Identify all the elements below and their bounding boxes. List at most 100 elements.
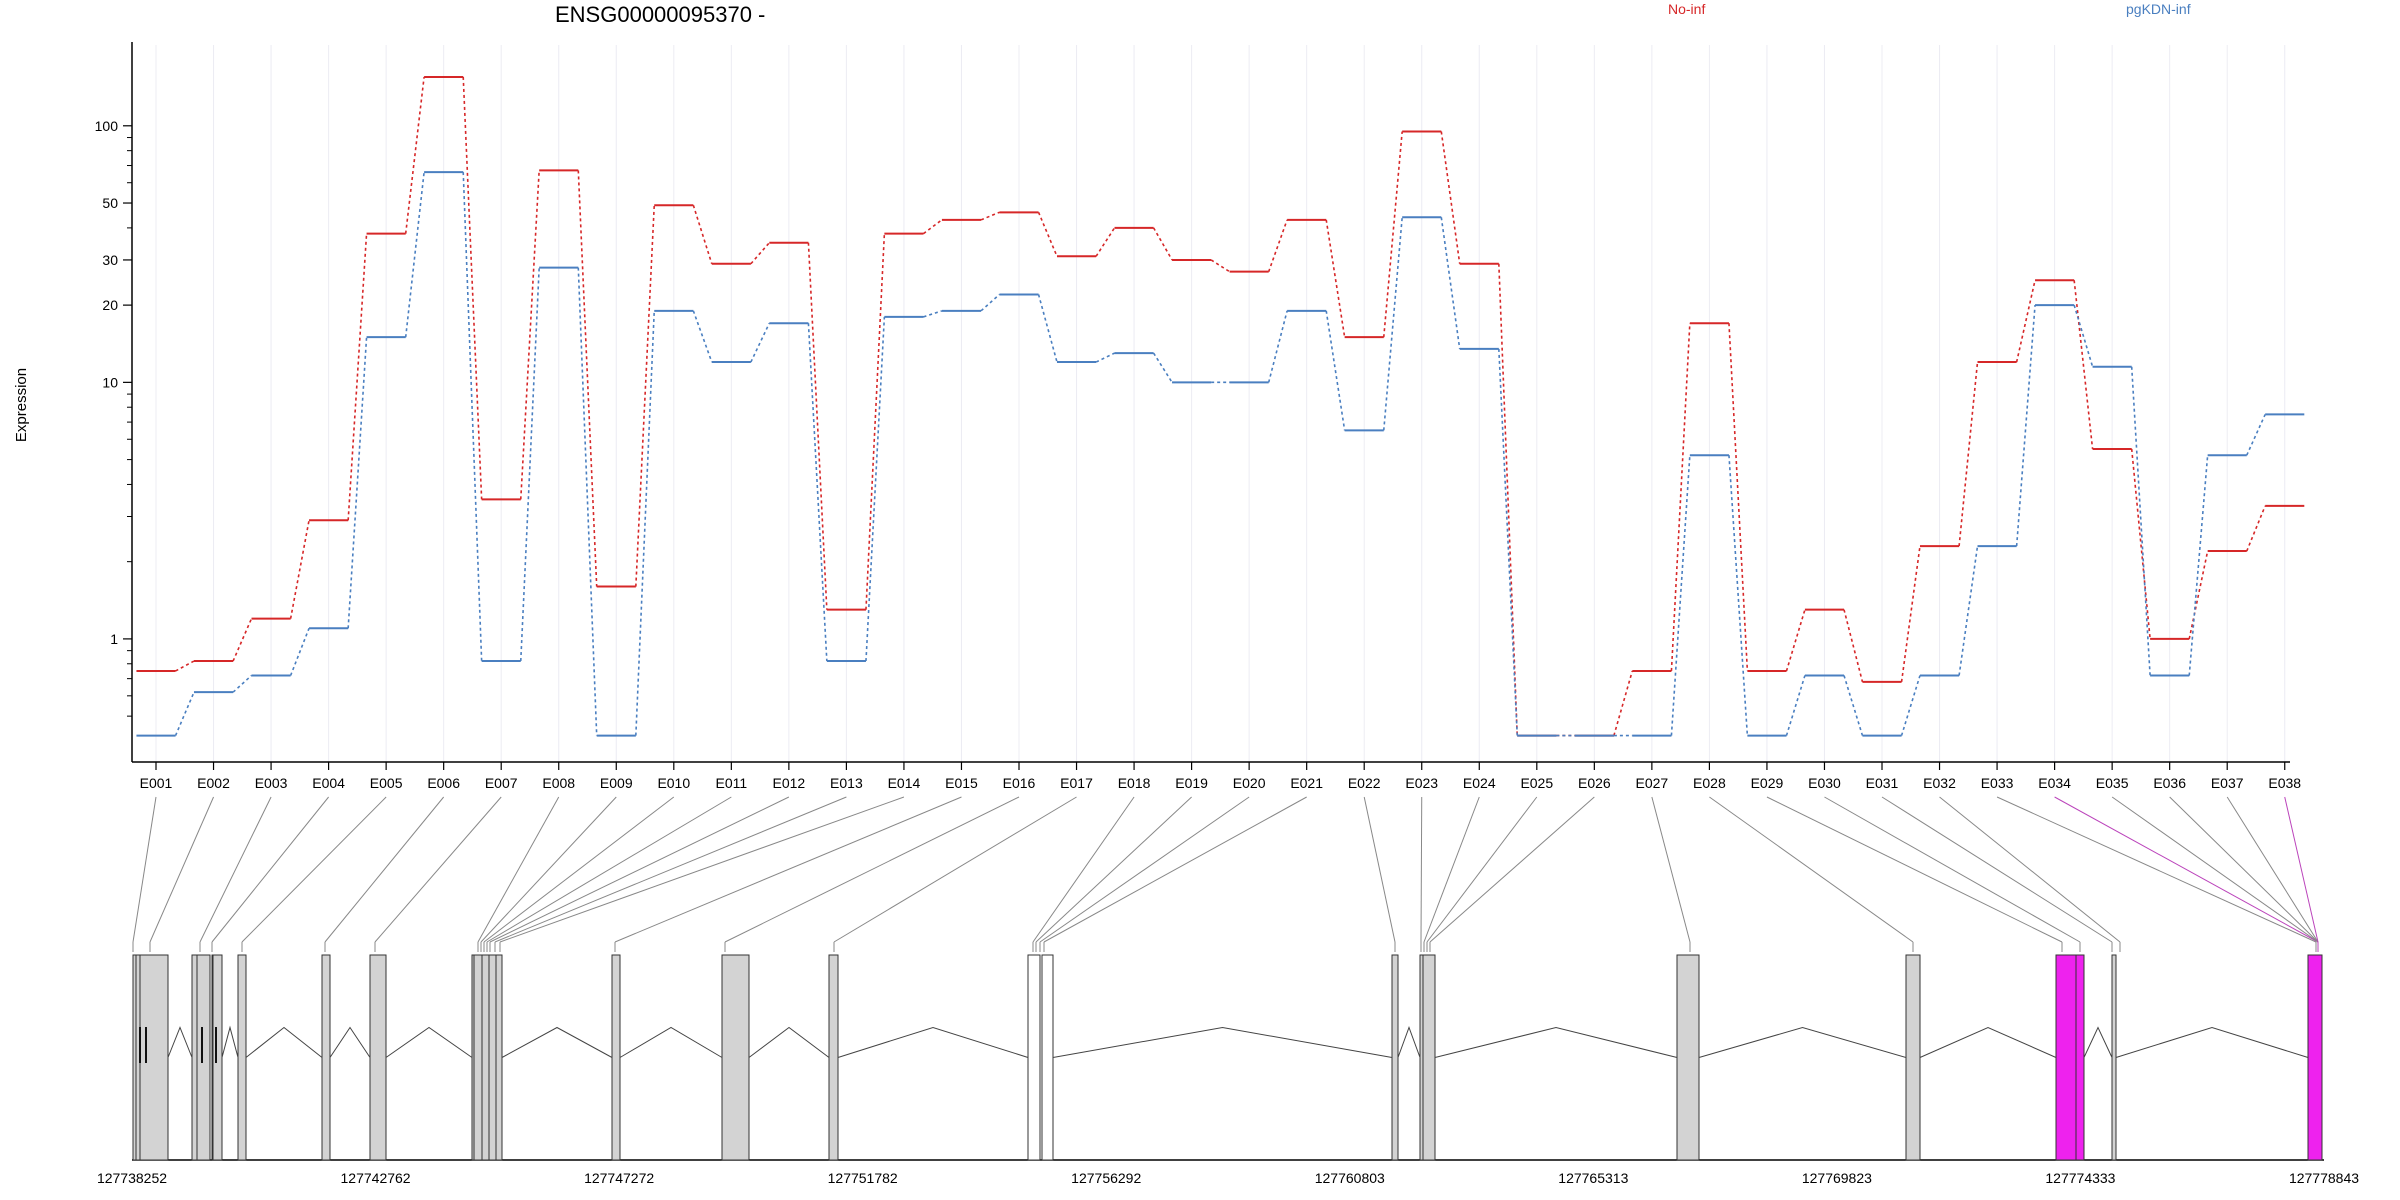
x-tick-label: E014 (888, 775, 921, 791)
exon-connector (480, 796, 617, 943)
exon-connector (324, 796, 445, 943)
exon-block (1905, 954, 1921, 1161)
exon-connector (1423, 796, 1480, 943)
series-pgkdn-inf (136, 171, 2305, 737)
x-tick-label: E017 (1060, 775, 1093, 791)
exon-transition (980, 293, 1000, 312)
intron-line (329, 1026, 371, 1058)
exon-transition (2246, 505, 2266, 552)
y-tick-label: 30 (102, 252, 118, 268)
x-tick-label: E029 (1751, 775, 1784, 791)
x-tick-label: E005 (370, 775, 403, 791)
exon-transition (289, 627, 310, 676)
exon-transition (750, 322, 771, 363)
series-no-inf (136, 75, 2305, 737)
exon-transition (1382, 131, 1403, 338)
y-tick-label: 20 (102, 297, 118, 313)
grid-lines (155, 45, 2286, 762)
exon-block (1676, 954, 1700, 1161)
intron-line (2083, 1026, 2113, 1058)
x-tick-label: E003 (255, 775, 288, 791)
intron-line (221, 1025, 239, 1058)
exon-connector (483, 796, 675, 943)
x-tick-label: E037 (2211, 775, 2244, 791)
exon-transition (635, 205, 656, 587)
exon-transition (865, 316, 886, 662)
exon-block (721, 954, 750, 1161)
genomic-tick-label: 127738252 (97, 1170, 167, 1186)
genomic-tick-label: 127760803 (1315, 1170, 1385, 1186)
exon-block (1027, 954, 1041, 1161)
exon-connector (1035, 796, 1192, 943)
exon-transition (692, 310, 713, 363)
exon-block (369, 954, 387, 1161)
intron-line (245, 1026, 323, 1058)
genomic-tick-label: 127778843 (2289, 1170, 2359, 1186)
genomic-tick-label: 127756292 (1071, 1170, 1141, 1186)
exon-connector (1426, 796, 1538, 943)
series-lines (136, 75, 2305, 737)
exon-connector (486, 796, 732, 943)
x-tick-label: E032 (1923, 775, 1956, 791)
x-tick-label: E009 (600, 775, 633, 791)
intron-line (1919, 1026, 2057, 1058)
x-tick-label: E022 (1348, 775, 1381, 791)
exon-transition (462, 172, 483, 662)
x-tick-label: E006 (427, 775, 460, 791)
exon-transition (1152, 227, 1173, 261)
exon-connector (1824, 796, 2081, 943)
exon-transition (1095, 227, 1116, 257)
exon-transition (807, 323, 828, 662)
intron-line (1397, 1026, 1421, 1058)
chart-title: ENSG00000095370 - (555, 2, 765, 27)
exon-transition (1900, 675, 1921, 736)
exon-transition (347, 337, 368, 629)
exon-transition (175, 660, 195, 672)
exon-connector (1881, 796, 2113, 943)
exon-connector (374, 796, 502, 943)
exon-transition (1785, 609, 1806, 672)
exon-connector (1039, 796, 1250, 943)
exon-transition (865, 233, 886, 610)
exon-transition (2130, 366, 2151, 676)
genomic-tick-label: 127747272 (584, 1170, 654, 1186)
x-tick-label: E021 (1290, 775, 1323, 791)
exon-connector (494, 796, 847, 943)
introns (167, 1025, 2309, 1058)
exon-connector (1429, 796, 1595, 943)
exon-connector (211, 796, 329, 943)
exon-transition (1267, 310, 1288, 383)
exon-connector (1996, 796, 2317, 943)
exon-transition (2073, 304, 2094, 368)
exon-block (1391, 954, 1399, 1161)
x-tick-label: E016 (1003, 775, 1036, 791)
exon-transition (232, 674, 253, 693)
exon-block (2111, 954, 2117, 1161)
exon-transition (1037, 212, 1058, 257)
genomic-tick-label: 127765313 (1558, 1170, 1628, 1186)
exon-connector (1939, 796, 2121, 943)
x-tick-label: E002 (197, 775, 230, 791)
intron-line (1698, 1026, 1907, 1058)
exon-connector (2111, 796, 2319, 943)
exon-transition (692, 205, 713, 264)
exon-transition (1498, 263, 1519, 736)
exon-transition (1210, 259, 1231, 273)
exon-block (321, 954, 331, 1161)
intron-line (2115, 1026, 2309, 1058)
genomic-tick-label: 127742762 (341, 1170, 411, 1186)
exon-transition (1728, 455, 1749, 736)
exon-transition (404, 172, 425, 338)
exon-connector (2054, 796, 2319, 943)
genomic-tick-label: 127774333 (2045, 1170, 2115, 1186)
exon-transition (232, 618, 253, 662)
exon-transition (1613, 670, 1634, 736)
x-tick-label: E027 (1636, 775, 1669, 791)
x-tick-label: E010 (657, 775, 690, 791)
x-tick-label: E007 (485, 775, 518, 791)
exon-transition (1037, 294, 1058, 363)
exon-connector (1766, 796, 2063, 943)
exon-transition (289, 520, 310, 619)
exon-connector (2169, 796, 2319, 943)
intron-line (501, 1026, 613, 1058)
